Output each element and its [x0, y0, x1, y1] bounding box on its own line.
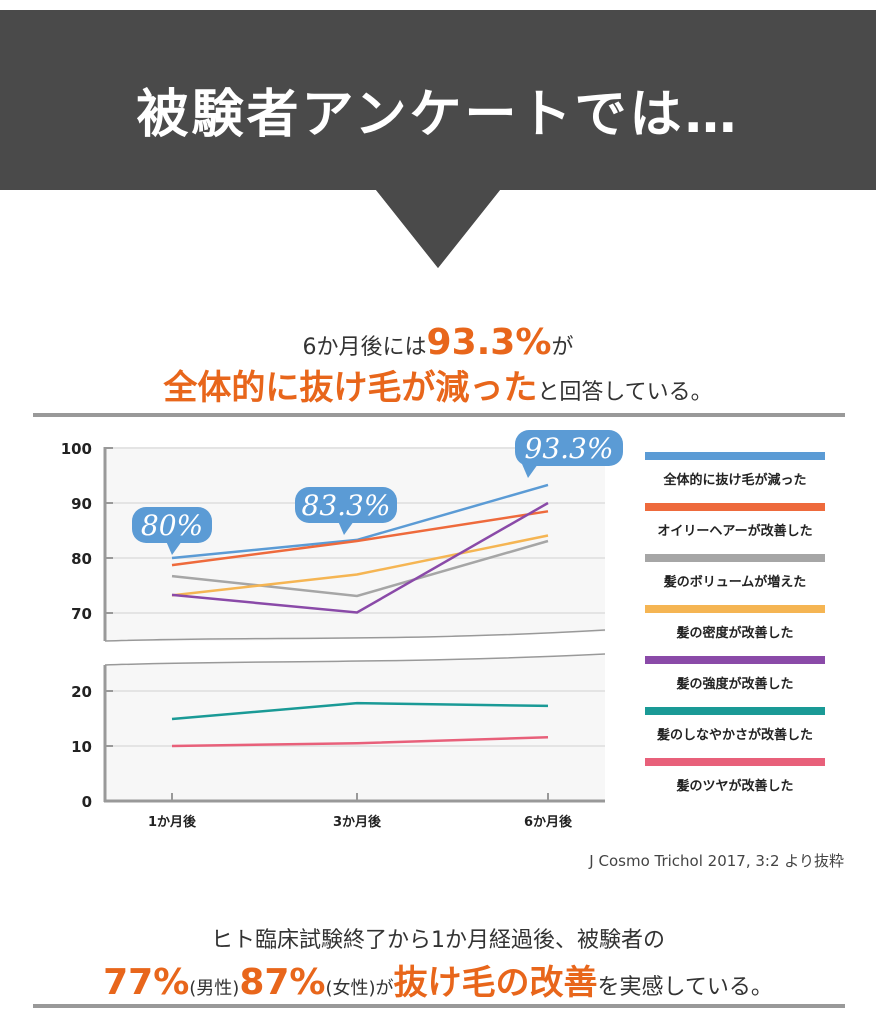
legend-item: 髪のツヤが改善した — [645, 758, 825, 809]
series-line-2 — [171, 510, 549, 567]
headline-line1: 6か月後には93.3%が — [0, 322, 876, 363]
callout-label: 80% — [141, 509, 203, 542]
legend-item: オイリーヘアーが改善した — [645, 503, 825, 554]
callout-bubble — [132, 507, 212, 543]
legend-item: 髪の強度が改善した — [645, 656, 825, 707]
footer-line1: ヒト臨床試験終了から1か月経過後、被験者の — [211, 928, 665, 953]
y-tick-label: 10 — [71, 738, 92, 756]
legend-swatch — [645, 707, 825, 715]
male-percent: 77% — [103, 962, 190, 1003]
series-line-5 — [171, 501, 549, 614]
series-line-4 — [171, 534, 549, 597]
legend-label: 髪のボリュームが増えた — [663, 575, 807, 590]
legend-item: 全体的に抜け毛が減った — [645, 452, 825, 503]
page-title: 被験者アンケートでは… — [136, 85, 740, 145]
axis-break-line — [104, 629, 606, 642]
legend-swatch — [645, 554, 825, 562]
series-line-7 — [171, 735, 549, 748]
legend: 全体的に抜け毛が減った オイリーヘアーが改善した 髪のボリュームが増えた 髪の密度が改… — [645, 452, 825, 809]
y-tick-label: 20 — [71, 683, 92, 701]
legend-swatch — [645, 605, 825, 613]
divider — [33, 1004, 845, 1008]
x-tick-label: 3か月後 — [333, 814, 382, 830]
legend-swatch — [645, 503, 825, 511]
legend-swatch — [645, 452, 825, 460]
callout-bubble — [515, 430, 623, 466]
footer-line2: 77%(男性)87%(女性)が抜け毛の改善を実感している。 — [0, 955, 876, 1004]
callout-pointer — [522, 464, 538, 478]
legend-item: 髪のボリュームが増えた — [645, 554, 825, 605]
legend-label: オイリーヘアーが改善した — [657, 524, 813, 539]
headline-line2: 全体的に抜け毛が減ったと回答している。 — [0, 360, 876, 409]
axis-break-line — [104, 653, 606, 666]
banner-arrow-shape — [0, 10, 876, 268]
plot-area-lower — [105, 655, 605, 801]
legend-label: 髪の強度が改善した — [676, 677, 794, 692]
legend-label: 髪の密度が改善した — [676, 626, 794, 641]
legend-item: 髪のしなやかさが改善した — [645, 707, 825, 758]
headline-text: 6か月後には — [302, 335, 427, 360]
y-tick-label: 100 — [61, 440, 92, 458]
female-label: (女性)が — [325, 978, 394, 999]
callout-pointer — [338, 521, 354, 535]
headline-text: と回答している。 — [537, 380, 713, 405]
divider — [33, 413, 845, 417]
x-tick-label: 6か月後 — [524, 814, 573, 830]
legend-item: 髪の密度が改善した — [645, 605, 825, 656]
y-tick-label: 70 — [71, 605, 92, 623]
series-line-6 — [171, 701, 549, 721]
callout-label: 83.3% — [302, 489, 391, 522]
legend-label: 髪のツヤが改善した — [676, 779, 794, 794]
footer-highlight: 抜け毛の改善 — [393, 963, 598, 1003]
callout-pointer — [166, 541, 182, 555]
headline-highlight: 全体的に抜け毛が減った — [163, 368, 538, 408]
legend-label: 髪のしなやかさが改善した — [656, 728, 813, 743]
source-citation: J Cosmo Trichol 2017, 3:2 より抜粋 — [589, 852, 844, 870]
header-banner — [0, 10, 876, 268]
male-label: (男性) — [189, 978, 240, 999]
footer-text: を実感している。 — [597, 975, 773, 1000]
x-tick-label: 1か月後 — [148, 814, 197, 830]
series-line-3 — [171, 539, 549, 598]
y-tick-label: 0 — [82, 793, 92, 811]
female-percent: 87% — [239, 962, 326, 1003]
headline-percent: 93.3% — [426, 322, 552, 363]
y-tick-label: 90 — [71, 495, 92, 513]
legend-swatch — [645, 656, 825, 664]
plot-area-upper — [105, 448, 605, 642]
headline-text: が — [551, 335, 574, 360]
callout-label: 93.3% — [525, 432, 614, 465]
y-tick-label: 80 — [71, 550, 92, 568]
legend-swatch — [645, 758, 825, 766]
callout-bubble — [295, 487, 397, 523]
legend-label: 全体的に抜け毛が減った — [663, 473, 807, 488]
